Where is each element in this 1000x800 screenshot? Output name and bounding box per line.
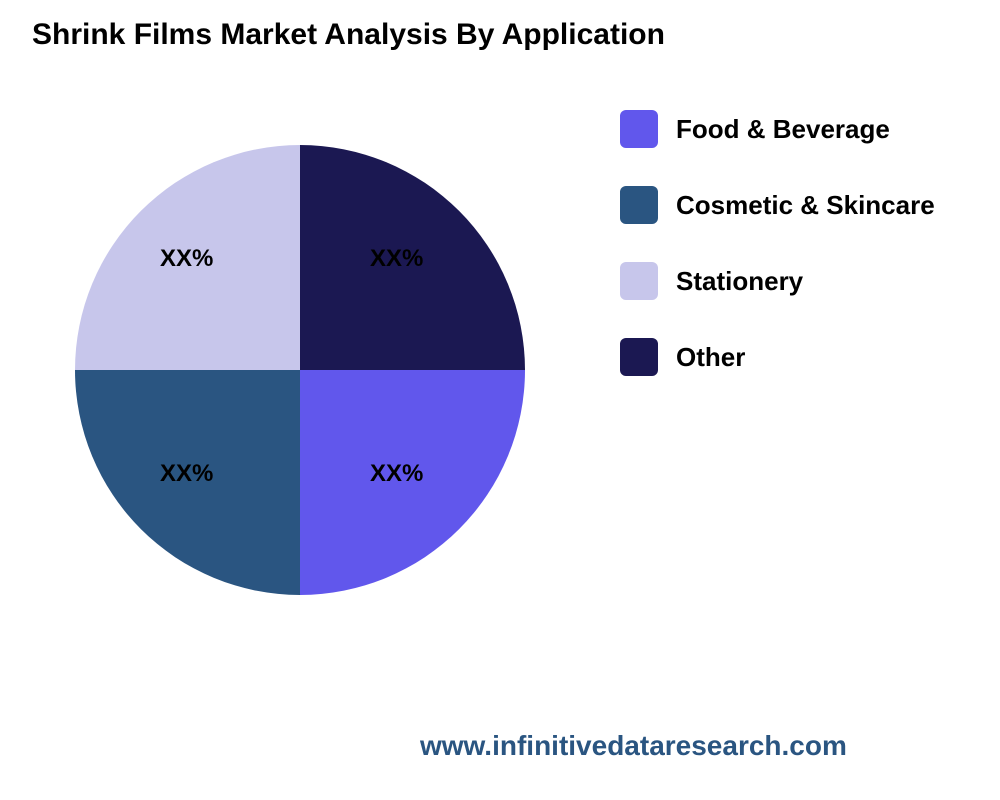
legend-label-0: Food & Beverage	[676, 114, 890, 145]
legend-swatch-0	[620, 110, 658, 148]
legend-label-3: Other	[676, 342, 745, 373]
pie-slice-label-1: XX%	[370, 460, 423, 488]
pie-slice-label-3: XX%	[160, 245, 213, 273]
legend-item-1: Cosmetic & Skincare	[620, 186, 935, 224]
pie-slice-label-0: XX%	[370, 245, 423, 273]
legend-swatch-1	[620, 186, 658, 224]
legend-item-0: Food & Beverage	[620, 110, 935, 148]
legend-item-3: Other	[620, 338, 935, 376]
pie-slice-label-2: XX%	[160, 460, 213, 488]
legend-item-2: Stationery	[620, 262, 935, 300]
pie-body	[75, 145, 525, 595]
legend: Food & Beverage Cosmetic & Skincare Stat…	[620, 110, 935, 414]
footer-url: www.infinitivedataresearch.com	[420, 730, 847, 762]
legend-label-2: Stationery	[676, 266, 803, 297]
legend-swatch-3	[620, 338, 658, 376]
chart-title: Shrink Films Market Analysis By Applicat…	[32, 18, 665, 52]
legend-label-1: Cosmetic & Skincare	[676, 190, 935, 221]
legend-swatch-2	[620, 262, 658, 300]
